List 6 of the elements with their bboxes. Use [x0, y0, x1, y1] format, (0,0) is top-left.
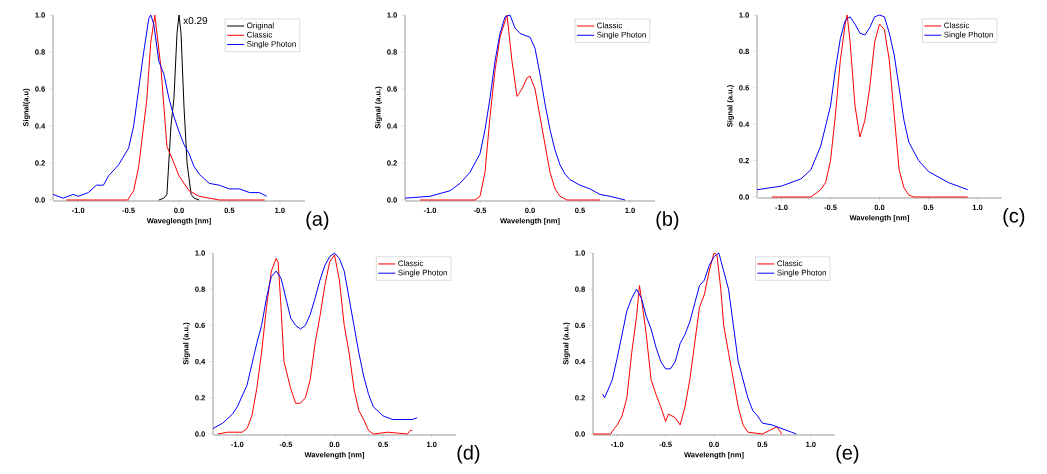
text: (b) — [656, 211, 679, 230]
text: (a) — [306, 211, 329, 230]
annotation: x0.29 — [183, 17, 208, 25]
text: (c) — [1003, 208, 1025, 227]
text: (d) — [457, 445, 480, 464]
text: (e) — [836, 445, 859, 464]
